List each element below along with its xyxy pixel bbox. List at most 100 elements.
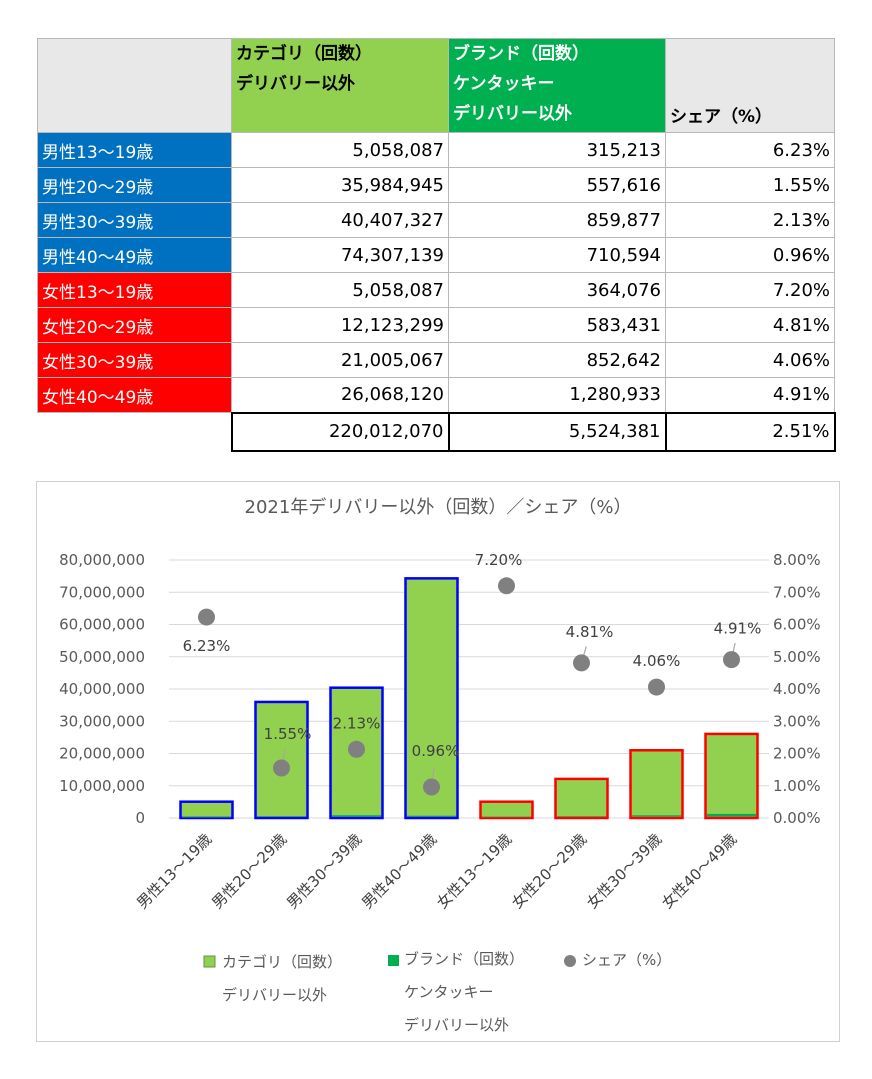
share-value: 1.55% xyxy=(665,167,835,203)
share-value: 0.96% xyxy=(665,237,835,273)
share-marker xyxy=(723,651,740,669)
y-tick-label: 10,000,000 xyxy=(59,777,145,795)
table-row: 女性30～39歳 21,005,067 852,642 4.06% xyxy=(37,342,835,378)
y2-tick-label: 7.00% xyxy=(773,583,821,601)
legend-share-marker xyxy=(564,955,576,967)
header-share: シェア（%） xyxy=(665,38,835,133)
category-bar xyxy=(554,777,609,820)
x-tick-label: 女性30～39歳 xyxy=(583,830,665,912)
legend-brand-label: ブランド（回数） xyxy=(404,950,524,968)
y2-tick-label: 2.00% xyxy=(773,745,821,763)
share-value: 6.23% xyxy=(665,132,835,168)
y-tick-label: 30,000,000 xyxy=(59,712,145,730)
category-bar xyxy=(704,732,759,820)
brand-count: 364,076 xyxy=(448,272,666,308)
y2-tick-label: 5.00% xyxy=(773,648,821,666)
brand-count: 583,431 xyxy=(448,307,666,343)
table-row: 男性20～29歳 35,984,945 557,616 1.55% xyxy=(37,167,835,203)
category-bar xyxy=(254,700,309,820)
brand-count: 315,213 xyxy=(448,132,666,168)
brand-count: 710,594 xyxy=(448,237,666,273)
y-tick-label: 60,000,000 xyxy=(59,616,145,634)
share-data-label: 2.13% xyxy=(333,714,381,732)
share-data-label: 1.55% xyxy=(264,725,312,743)
brand-count: 859,877 xyxy=(448,202,666,238)
row-label: 女性30～39歳 xyxy=(37,342,232,378)
legend-brand-swatch xyxy=(388,955,399,966)
share-marker xyxy=(573,654,590,672)
brand-count: 1,280,933 xyxy=(448,377,666,413)
x-tick-label: 男性40～49歳 xyxy=(358,830,440,912)
chart-container: 2021年デリバリー以外（回数）／シェア（%） 0 0.00% 10,000,000 1… xyxy=(36,481,840,1042)
chart-title: 2021年デリバリー以外（回数）／シェア（%） xyxy=(245,497,632,518)
row-label: 男性30～39歳 xyxy=(37,202,232,238)
data-table: カテゴリ（回数） デリバリー以外 ブランド（回数） ケンタッキー デリバリー以外… xyxy=(37,38,836,452)
table-row: 男性13～19歳 5,058,087 315,213 6.23% xyxy=(37,132,835,168)
share-marker xyxy=(498,577,515,595)
legend-category-label: デリバリー以外 xyxy=(222,986,327,1004)
brand-bar xyxy=(182,816,231,818)
category-bar xyxy=(404,577,459,820)
category-count: 74,307,139 xyxy=(231,237,449,273)
header-blank-cell xyxy=(37,38,232,133)
share-marker xyxy=(423,778,440,796)
x-tick-label: 女性20～29歳 xyxy=(508,830,590,912)
x-tick-label: 女性13～19歳 xyxy=(433,830,515,912)
category-count: 21,005,067 xyxy=(231,342,449,378)
y-tick-label: 20,000,000 xyxy=(59,745,145,763)
combo-chart: 2021年デリバリー以外（回数）／シェア（%） 0 0.00% 10,000,000 1… xyxy=(59,497,821,1034)
category-count: 40,407,327 xyxy=(231,202,449,238)
legend-share-label: シェア（%） xyxy=(582,951,671,969)
y-tick-label: 70,000,000 xyxy=(59,583,145,601)
brand-count: 557,616 xyxy=(448,167,666,203)
total-brand: 5,524,381 xyxy=(447,411,667,452)
brand-count: 852,642 xyxy=(448,342,666,378)
category-bar xyxy=(479,800,534,820)
y-tick-label: 0 xyxy=(135,809,145,827)
share-data-label: 7.20% xyxy=(475,551,523,569)
brand-bar xyxy=(257,816,306,817)
brand-bar xyxy=(557,816,606,817)
row-label: 女性40～49歳 xyxy=(37,377,232,413)
total-share: 2.51% xyxy=(664,411,836,452)
table-row: 女性13～19歳 5,058,087 364,076 7.20% xyxy=(37,272,835,308)
row-label: 男性13～19歳 xyxy=(37,132,232,168)
y2-tick-label: 8.00% xyxy=(773,551,821,569)
legend-category-label: カテゴリ（回数） xyxy=(222,953,342,971)
y2-tick-label: 0.00% xyxy=(773,809,821,827)
legend-category-swatch xyxy=(203,955,216,968)
category-count: 12,123,299 xyxy=(231,307,449,343)
brand-bar xyxy=(482,816,531,818)
brand-bar xyxy=(332,815,381,817)
legend-brand-label: ケンタッキー xyxy=(404,983,494,1001)
share-data-label: 4.81% xyxy=(566,623,614,641)
share-value: 4.06% xyxy=(665,342,835,378)
table-header-row: カテゴリ（回数） デリバリー以外 ブランド（回数） ケンタッキー デリバリー以外… xyxy=(37,38,835,133)
table-total-row: 220,012,070 5,524,381 2.51% xyxy=(37,411,836,452)
table-row: 男性40～49歳 74,307,139 710,594 0.96% xyxy=(37,237,835,273)
y-tick-label: 80,000,000 xyxy=(59,551,145,569)
share-data-label: 4.06% xyxy=(633,652,681,670)
category-count: 26,068,120 xyxy=(231,377,449,413)
share-data-label: 6.23% xyxy=(183,637,231,655)
x-tick-label: 女性40～49歳 xyxy=(658,830,740,912)
share-marker xyxy=(648,678,665,696)
header-category: カテゴリ（回数） デリバリー以外 xyxy=(231,38,449,133)
header-brand: ブランド（回数） ケンタッキー デリバリー以外 xyxy=(448,38,666,133)
category-count: 5,058,087 xyxy=(231,132,449,168)
y2-tick-label: 6.00% xyxy=(773,616,821,634)
y2-tick-label: 4.00% xyxy=(773,680,821,698)
y2-tick-label: 3.00% xyxy=(773,712,821,730)
x-tick-label: 男性20～29歳 xyxy=(208,830,290,912)
y2-tick-label: 1.00% xyxy=(773,777,821,795)
total-blank-cell xyxy=(37,412,232,451)
y-tick-label: 50,000,000 xyxy=(59,648,145,666)
share-marker xyxy=(198,608,215,626)
share-value: 7.20% xyxy=(665,272,835,308)
table-row: 女性20～29歳 12,123,299 583,431 4.81% xyxy=(37,307,835,343)
table-row: 女性40～49歳 26,068,120 1,280,933 4.91% xyxy=(37,377,835,413)
row-label: 男性40～49歳 xyxy=(37,237,232,273)
y-tick-label: 40,000,000 xyxy=(59,680,145,698)
legend-brand-label: デリバリー以外 xyxy=(404,1016,509,1034)
row-label: 女性20～29歳 xyxy=(37,307,232,343)
